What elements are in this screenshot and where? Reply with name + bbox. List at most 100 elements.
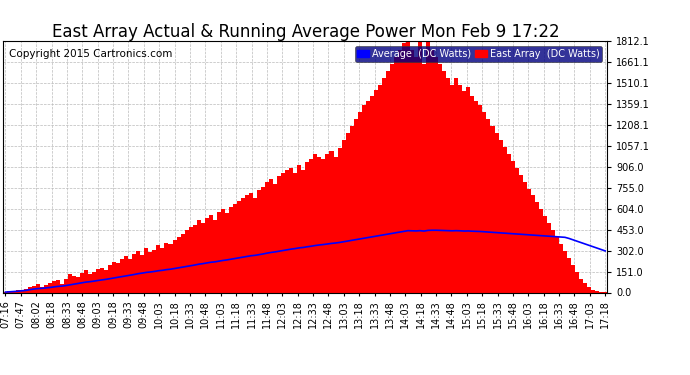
Bar [353, 119, 357, 292]
Bar [567, 258, 571, 292]
Bar [253, 198, 257, 292]
Bar [451, 84, 454, 292]
Bar [342, 140, 346, 292]
Bar [309, 159, 313, 292]
Bar [80, 273, 84, 292]
Bar [128, 259, 132, 292]
Bar [273, 184, 277, 292]
Bar [434, 57, 438, 292]
Bar [302, 171, 305, 292]
Bar [19, 290, 23, 292]
Bar [438, 64, 442, 292]
Bar [177, 237, 181, 292]
Bar [551, 230, 555, 292]
Bar [337, 148, 342, 292]
Bar [370, 96, 374, 292]
Bar [418, 41, 422, 292]
Legend: Average  (DC Watts), East Array  (DC Watts): Average (DC Watts), East Array (DC Watts… [355, 46, 602, 62]
Bar [563, 251, 567, 292]
Bar [498, 140, 502, 292]
Bar [466, 87, 471, 292]
Bar [197, 220, 201, 292]
Bar [330, 151, 333, 292]
Bar [140, 255, 144, 292]
Bar [137, 251, 140, 292]
Bar [410, 50, 414, 292]
Bar [185, 230, 188, 292]
Bar [282, 173, 285, 292]
Bar [502, 147, 506, 292]
Bar [108, 265, 112, 292]
Bar [346, 133, 350, 292]
Bar [454, 78, 458, 292]
Bar [205, 217, 209, 292]
Bar [188, 227, 193, 292]
Bar [462, 92, 466, 292]
Bar [579, 279, 583, 292]
Bar [237, 201, 241, 292]
Bar [583, 283, 587, 292]
Bar [28, 287, 32, 292]
Bar [523, 182, 526, 292]
Title: East Array Actual & Running Average Power Mon Feb 9 17:22: East Array Actual & Running Average Powe… [52, 23, 559, 41]
Bar [233, 204, 237, 292]
Bar [12, 291, 15, 292]
Bar [40, 287, 43, 292]
Bar [100, 267, 104, 292]
Bar [116, 263, 120, 292]
Bar [23, 289, 28, 292]
Bar [422, 64, 426, 292]
Bar [394, 57, 398, 292]
Bar [486, 119, 491, 292]
Bar [326, 154, 330, 292]
Bar [519, 175, 523, 292]
Bar [157, 245, 160, 292]
Bar [559, 244, 563, 292]
Bar [547, 223, 551, 292]
Bar [84, 270, 88, 292]
Bar [104, 270, 108, 292]
Bar [152, 249, 157, 292]
Bar [160, 248, 164, 292]
Bar [382, 78, 386, 292]
Bar [555, 237, 559, 292]
Bar [293, 173, 297, 292]
Bar [132, 254, 137, 292]
Bar [209, 215, 213, 292]
Bar [285, 171, 289, 292]
Bar [261, 187, 265, 292]
Bar [575, 272, 579, 292]
Bar [15, 290, 19, 292]
Bar [36, 284, 40, 292]
Bar [60, 284, 63, 292]
Bar [458, 84, 462, 292]
Bar [92, 272, 96, 292]
Bar [213, 220, 217, 292]
Bar [366, 101, 370, 292]
Bar [289, 168, 293, 292]
Bar [88, 274, 92, 292]
Bar [52, 281, 56, 292]
Bar [193, 225, 197, 292]
Bar [313, 154, 317, 292]
Bar [68, 274, 72, 292]
Bar [475, 101, 478, 292]
Bar [526, 189, 531, 292]
Bar [305, 162, 309, 292]
Bar [374, 90, 378, 292]
Bar [414, 57, 418, 292]
Bar [471, 96, 475, 292]
Bar [241, 198, 245, 292]
Bar [357, 112, 362, 292]
Bar [148, 252, 152, 292]
Bar [587, 287, 591, 292]
Bar [32, 286, 36, 292]
Bar [317, 157, 322, 292]
Bar [172, 240, 177, 292]
Bar [430, 50, 434, 292]
Bar [8, 291, 12, 292]
Bar [56, 280, 60, 292]
Bar [43, 285, 48, 292]
Bar [217, 212, 221, 292]
Bar [76, 277, 80, 292]
